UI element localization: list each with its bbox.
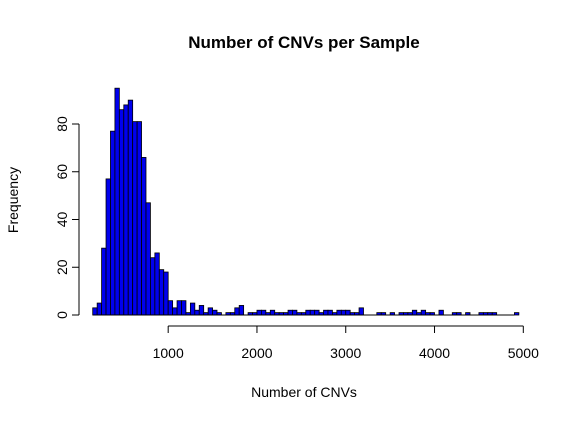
y-tick-label: 20 <box>54 259 70 275</box>
histogram-bar <box>114 87 120 316</box>
histogram-bar <box>340 309 347 316</box>
histogram-bar <box>260 309 267 316</box>
histogram-bar <box>163 271 169 316</box>
histogram-bar <box>132 121 138 316</box>
histogram-bar <box>105 178 111 316</box>
histogram-bars <box>92 87 520 316</box>
x-axis: 1000 2000 3000 4000 5000 <box>153 325 539 361</box>
histogram-bar <box>345 309 351 316</box>
histogram-bar <box>198 305 205 316</box>
histogram-bar <box>92 307 98 316</box>
histogram-bar <box>514 312 520 316</box>
histogram-bar <box>172 307 178 316</box>
histogram-bar <box>327 309 333 316</box>
y-tick-label: 80 <box>54 116 70 132</box>
histogram-bar <box>234 307 240 316</box>
histogram-bar <box>176 300 182 316</box>
histogram-bar <box>336 309 342 316</box>
y-tick-label: 0 <box>54 311 70 319</box>
histogram-bar <box>292 309 298 316</box>
histogram-bar <box>269 309 276 316</box>
histogram-bar <box>118 109 125 316</box>
histogram-bar <box>136 121 142 316</box>
histogram-bar <box>110 130 116 316</box>
chart-title: Number of CNVs per Sample <box>188 33 419 52</box>
histogram-bar <box>127 99 134 316</box>
y-axis: 0 20 40 60 80 <box>54 116 80 319</box>
x-tick-label: 1000 <box>153 345 184 361</box>
histogram-bar <box>158 269 165 316</box>
histogram-bar <box>141 157 147 316</box>
histogram-bar <box>167 300 174 316</box>
histogram-bar <box>305 309 311 316</box>
x-axis-label: Number of CNVs <box>251 384 357 400</box>
histogram-bar <box>238 305 245 316</box>
histogram-bar <box>189 302 196 316</box>
histogram-bar <box>123 104 129 316</box>
x-tick-label: 3000 <box>330 345 361 361</box>
x-tick-label: 4000 <box>419 345 450 361</box>
histogram-bar <box>314 309 320 316</box>
histogram-bar <box>358 307 364 316</box>
histogram-bar <box>145 202 151 316</box>
histogram-bar <box>150 257 156 316</box>
x-tick-label: 5000 <box>508 345 539 361</box>
histogram-bar <box>420 309 427 316</box>
y-tick-label: 40 <box>54 212 70 228</box>
histogram-bar <box>154 252 160 316</box>
histogram-bar <box>287 309 293 316</box>
histogram-bar <box>309 309 316 316</box>
histogram-bar <box>194 309 200 316</box>
y-axis-label: Frequency <box>5 167 21 233</box>
histogram-bar <box>96 302 103 316</box>
histogram-bar <box>181 300 187 316</box>
histogram-bar <box>411 309 418 316</box>
histogram-bar <box>323 309 329 316</box>
histogram-bar <box>438 309 444 316</box>
histogram-bar <box>212 309 218 316</box>
histogram-bar <box>207 307 213 316</box>
y-tick-label: 60 <box>54 164 70 180</box>
histogram-bar <box>101 247 107 316</box>
x-tick-label: 2000 <box>241 345 272 361</box>
histogram-bar <box>256 309 262 316</box>
